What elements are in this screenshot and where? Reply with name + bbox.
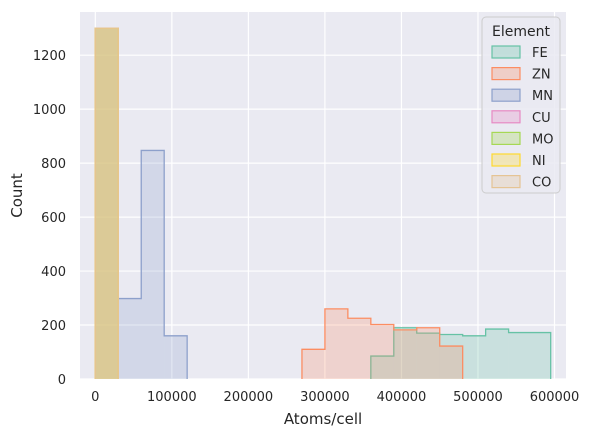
y-tick-label: 200 bbox=[41, 319, 66, 334]
bar-fill-fe bbox=[416, 333, 440, 379]
y-axis-ticks: 0 200 400 600 800 1000 1200 bbox=[33, 49, 66, 388]
legend-swatch bbox=[491, 88, 521, 102]
legend-frame bbox=[481, 16, 561, 194]
bar-fill-zn bbox=[324, 308, 348, 379]
bar-fill-zn bbox=[416, 327, 440, 379]
legend-title: Element bbox=[492, 24, 550, 40]
series-co bbox=[94, 27, 119, 380]
x-tick-label: 200000 bbox=[224, 390, 274, 405]
bar-fill-mn bbox=[95, 28, 119, 380]
x-tick-label: 600000 bbox=[530, 390, 580, 405]
bar-fill-cu bbox=[95, 28, 119, 380]
bar-fill-fe bbox=[462, 335, 486, 379]
y-tick-label: 1000 bbox=[33, 103, 66, 118]
y-axis-label: Count bbox=[8, 173, 26, 218]
y-tick-label: 0 bbox=[58, 373, 66, 388]
x-tick-label: 400000 bbox=[377, 390, 427, 405]
bar-outline-co bbox=[94, 27, 119, 379]
legend-label: MN bbox=[532, 89, 553, 104]
bar-fill-mn bbox=[141, 150, 165, 379]
legend-swatch bbox=[491, 131, 521, 145]
y-tick-label: 800 bbox=[41, 157, 66, 172]
bar-fill-co bbox=[95, 28, 119, 380]
grid-lines bbox=[80, 12, 566, 380]
legend-swatch bbox=[491, 175, 521, 189]
bar-fill-zn bbox=[393, 329, 417, 379]
legend-swatch bbox=[491, 110, 521, 124]
histogram-bars bbox=[94, 27, 552, 380]
legend-label: CU bbox=[532, 111, 551, 126]
x-tick-label: 0 bbox=[91, 390, 99, 405]
legend-label: FE bbox=[532, 46, 548, 61]
bar-outline-fe bbox=[370, 327, 552, 379]
bar-fill-fe bbox=[370, 356, 394, 379]
legend-label: CO bbox=[532, 176, 551, 191]
bar-fill-zn bbox=[301, 349, 325, 379]
legend-swatch bbox=[491, 153, 521, 167]
y-tick-label: 600 bbox=[41, 211, 66, 226]
bar-fill-mn bbox=[118, 298, 142, 379]
series-zn bbox=[301, 308, 464, 379]
bar-outline-zn bbox=[301, 308, 464, 379]
x-tick-label: 100000 bbox=[147, 390, 197, 405]
legend-swatch bbox=[491, 66, 521, 81]
bar-fill-fe bbox=[485, 329, 509, 379]
legend-swatch bbox=[491, 45, 521, 59]
bar-fill-zn bbox=[347, 318, 371, 379]
legend: Element FE ZN MN CU MO NI CO bbox=[481, 16, 561, 194]
x-axis-ticks: 0 100000 200000 300000 400000 500000 600000 bbox=[91, 390, 579, 405]
x-tick-label: 300000 bbox=[300, 390, 350, 405]
x-axis-label: Atoms/cell bbox=[284, 410, 362, 428]
bar-fill-fe bbox=[393, 327, 417, 379]
bar-fill-zn bbox=[370, 324, 394, 379]
bar-fill-ni bbox=[95, 28, 119, 380]
bar-fill-mo bbox=[95, 28, 119, 380]
y-tick-label: 1200 bbox=[33, 49, 66, 64]
y-tick-label: 400 bbox=[41, 265, 66, 280]
bar-fill-mn bbox=[164, 335, 188, 379]
x-tick-label: 500000 bbox=[453, 390, 503, 405]
legend-label: MO bbox=[532, 132, 553, 147]
legend-label: NI bbox=[532, 154, 546, 169]
bar-fill-zn bbox=[439, 346, 463, 379]
legend-label: ZN bbox=[532, 68, 551, 83]
bar-fill-fe bbox=[508, 332, 551, 379]
